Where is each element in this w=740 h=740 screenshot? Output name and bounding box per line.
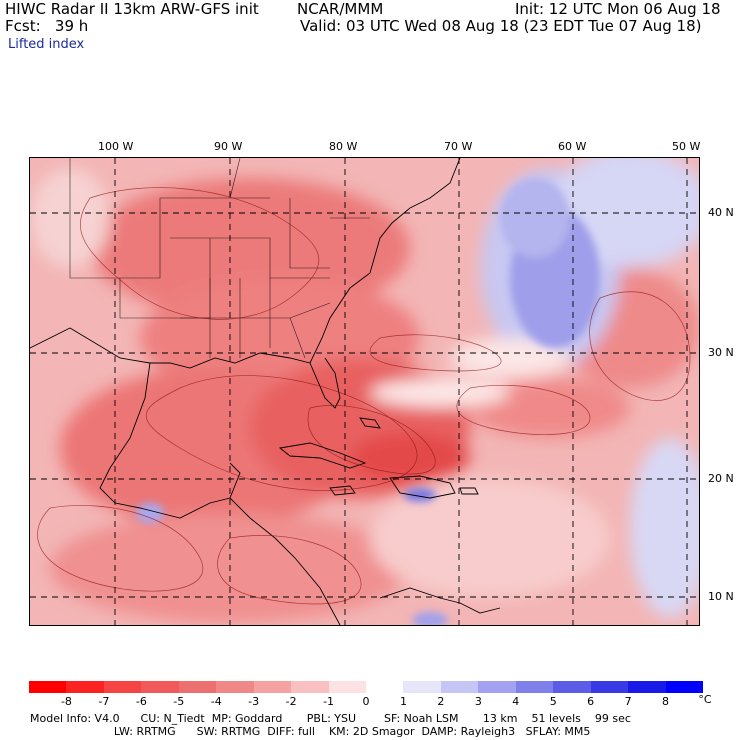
- colorbar-swatch: [590, 681, 629, 693]
- lifted-index-map: [29, 157, 700, 626]
- colorbar-swatch: [403, 681, 442, 693]
- lon-label-70w: 70 W: [444, 140, 473, 153]
- colorbar-swatch: [178, 681, 217, 693]
- lat-label-30n: 30 N: [708, 346, 734, 359]
- model-info-line2: LW: RRTMG SW: RRTMG DIFF: full KM: 2D Sm…: [30, 725, 591, 738]
- colorbar-tick-label: 4: [512, 695, 520, 708]
- colorbar-swatch: [366, 681, 404, 693]
- colorbar-swatch: [328, 681, 367, 693]
- colorbar-tick-label: -7: [98, 695, 110, 708]
- colorbar-swatch: [478, 681, 517, 693]
- colorbar-tick-label: 3: [474, 695, 482, 708]
- field-name: Lifted index: [8, 37, 85, 52]
- colorbar-tick-label: 6: [587, 695, 595, 708]
- colorbar-tick-label: -3: [248, 695, 260, 708]
- init-time: Init: 12 UTC Mon 06 Aug 18: [515, 0, 721, 18]
- field-shading: [30, 158, 699, 623]
- org-label: NCAR/MMM: [297, 0, 384, 18]
- colorbar-swatch: [141, 681, 180, 693]
- lat-label-40n: 40 N: [708, 206, 734, 219]
- colorbar-swatch: [515, 681, 554, 693]
- lat-label-10n: 10 N: [708, 590, 734, 603]
- colorbar-tick-label: -5: [173, 695, 185, 708]
- colorbar-swatch: [216, 681, 255, 693]
- colorbar-tick-label: 2: [437, 695, 445, 708]
- colorbar-swatch: [29, 681, 67, 693]
- colorbar-tick-label: 7: [624, 695, 632, 708]
- colorbar-swatch: [440, 681, 479, 693]
- colorbar-swatch: [553, 681, 592, 693]
- lon-label-50w: 50 W: [672, 140, 701, 153]
- graticule: [30, 158, 699, 625]
- colorbar-tick-label: 1: [399, 695, 407, 708]
- forecast-hour: Fcst: 39 h: [5, 17, 89, 35]
- colorbar-swatch: [103, 681, 142, 693]
- model-title: HIWC Radar II 13km ARW-GFS init: [5, 0, 259, 18]
- colorbar-tick-label: -4: [210, 695, 222, 708]
- map-canvas: [30, 158, 699, 625]
- colorbar-tick-label: -1: [323, 695, 335, 708]
- state-borders: [69, 158, 370, 359]
- colorbar-tick-label: -6: [135, 695, 147, 708]
- colorbar-swatch: [66, 681, 105, 693]
- lon-label-80w: 80 W: [329, 140, 358, 153]
- blue-features: [136, 178, 600, 625]
- lon-label-60w: 60 W: [558, 140, 587, 153]
- colorbar-swatch: [291, 681, 330, 693]
- colorbar-swatch: [253, 681, 292, 693]
- lon-label-100w: 100 W: [98, 140, 134, 153]
- colorbar-swatch: [665, 681, 704, 693]
- colorbar-tick-label: 8: [662, 695, 670, 708]
- colorbar-tick-label: 0: [362, 695, 370, 708]
- colorbar-tick-label: -8: [60, 695, 72, 708]
- lon-label-90w: 90 W: [214, 140, 243, 153]
- colorbar-swatch: [628, 681, 667, 693]
- contour-lines: [37, 187, 691, 605]
- colorbar-unit: °C: [698, 693, 712, 706]
- model-info-line1: Model Info: V4.0 CU: N_Tiedt MP: Goddard…: [30, 712, 631, 725]
- colorbar: [29, 681, 704, 693]
- colorbar-tick-label: -2: [285, 695, 297, 708]
- valid-time: Valid: 03 UTC Wed 08 Aug 18 (23 EDT Tue …: [300, 17, 702, 35]
- colorbar-tick-label: 5: [549, 695, 557, 708]
- lat-label-20n: 20 N: [708, 472, 734, 485]
